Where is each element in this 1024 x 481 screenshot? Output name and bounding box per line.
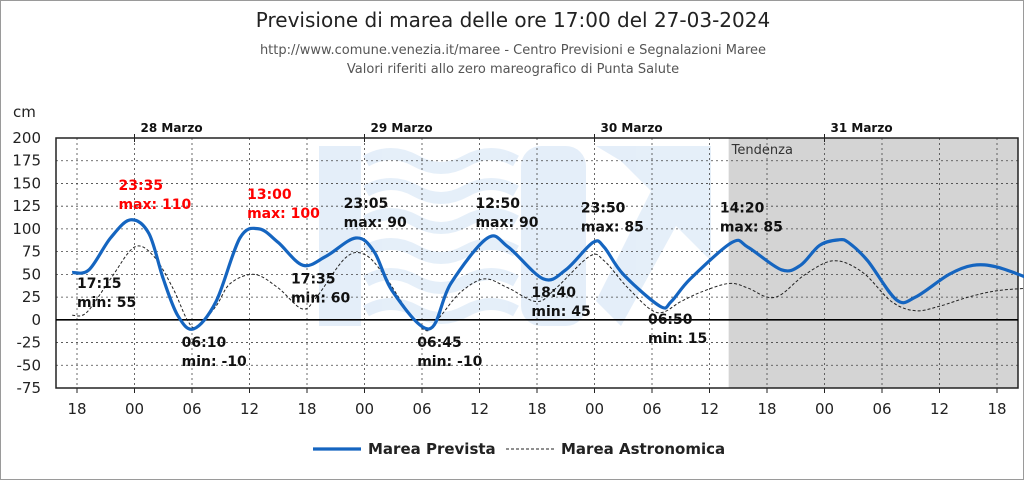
y-tick-label: 25 — [22, 288, 41, 306]
annotation-time: 23:35 — [118, 178, 163, 194]
y-tick-label: 75 — [22, 243, 41, 261]
annotation-value: max: 90 — [344, 215, 407, 231]
annotation-time: 17:15 — [77, 276, 122, 292]
x-tick-label: 18 — [987, 400, 1006, 418]
y-axis-unit: cm — [13, 103, 36, 121]
x-tick-label: 18 — [67, 400, 86, 418]
x-tick-label: 12 — [240, 400, 259, 418]
y-tick-label: 100 — [12, 220, 41, 238]
x-tick-label: 18 — [757, 400, 776, 418]
x-tick-label: 06 — [642, 400, 661, 418]
y-tick-label: -75 — [17, 379, 42, 397]
y-tick-label: 125 — [12, 197, 41, 215]
annotation: 17:15 min: 55 — [77, 276, 136, 311]
annotation-time: 18:40 — [531, 285, 576, 301]
annotation: 18:40 min: 45 — [531, 285, 590, 320]
day-label: 28 Marzo — [141, 121, 203, 135]
annotation: 17:35 min: 60 — [291, 271, 351, 306]
annotation-value: max: 90 — [475, 215, 538, 231]
annotation: 06:50 min: 15 — [648, 312, 707, 347]
annotation-time: 14:20 — [720, 201, 765, 217]
y-tick-label: 50 — [22, 265, 41, 283]
annotation-value: min: -10 — [417, 354, 482, 370]
x-tick-label: 12 — [930, 400, 949, 418]
plot-border — [55, 137, 1019, 389]
legend-label-astronomica: Marea Astronomica — [561, 440, 725, 458]
annotation-value: max: 100 — [247, 206, 320, 222]
day-label: 31 Marzo — [831, 121, 893, 135]
annotation: 14:20 max: 85 — [720, 201, 783, 236]
annotation-time: 06:50 — [648, 312, 693, 328]
annotation-time: 17:35 — [291, 271, 336, 287]
trend-label: Tendenza — [731, 143, 793, 158]
annotation-time: 06:45 — [417, 335, 462, 351]
annotation-value: min: -10 — [182, 354, 247, 370]
y-tick-label: 0 — [31, 311, 41, 329]
y-tick-label: 175 — [12, 152, 41, 170]
annotation: 06:10 min: -10 — [182, 335, 247, 370]
x-tick-label: 18 — [527, 400, 546, 418]
x-tick-label: 06 — [182, 400, 201, 418]
annotation-time: 12:50 — [475, 196, 520, 212]
annotation: 12:50 max: 90 — [475, 196, 538, 231]
x-tick-label: 00 — [355, 400, 374, 418]
x-tick-label: 18 — [297, 400, 316, 418]
day-label: 29 Marzo — [371, 121, 433, 135]
y-tick-label: -25 — [17, 334, 42, 352]
y-tick-label: 200 — [12, 129, 41, 147]
x-tick-label: 00 — [815, 400, 834, 418]
source-line: http://www.comune.venezia.it/maree - Cen… — [259, 43, 767, 58]
annotation-time: 13:00 — [247, 187, 292, 203]
chart-title: Previsione di marea delle ore 17:00 del … — [255, 8, 771, 32]
annotation-time: 06:10 — [182, 335, 227, 351]
trend-region — [728, 138, 1018, 388]
annotation: 23:05 max: 90 — [344, 196, 407, 231]
x-tick-label: 12 — [470, 400, 489, 418]
legend-label-prevista: Marea Prevista — [368, 440, 496, 458]
y-tick-label: -50 — [17, 356, 42, 374]
annotation-value: max: 85 — [720, 220, 783, 236]
annotation-value: max: 85 — [581, 220, 644, 236]
annotation-time: 23:50 — [581, 201, 626, 217]
annotation-value: min: 45 — [531, 304, 590, 320]
annotation-value: max: 110 — [118, 197, 191, 213]
annotation-value: min: 55 — [77, 295, 136, 311]
x-tick-label: 06 — [412, 400, 431, 418]
x-tick-label: 06 — [872, 400, 891, 418]
reference-note: Valori riferiti allo zero mareografico d… — [346, 62, 680, 77]
x-tick-label: 00 — [125, 400, 144, 418]
annotation: 23:50 max: 85 — [581, 201, 644, 236]
y-tick-label: 150 — [12, 174, 41, 192]
watermark-logo — [319, 146, 711, 326]
series-line-prevista — [71, 218, 1024, 331]
day-label: 30 Marzo — [601, 121, 663, 135]
annotation-value: min: 60 — [291, 290, 351, 306]
x-tick-label: 00 — [585, 400, 604, 418]
annotation: 13:00 max: 100 — [247, 187, 320, 222]
annotation-value: min: 15 — [648, 331, 707, 347]
annotation: 23:35 max: 110 — [118, 178, 191, 213]
x-tick-label: 12 — [700, 400, 719, 418]
annotation: 06:45 min: -10 — [417, 335, 482, 370]
annotation-time: 23:05 — [344, 196, 389, 212]
